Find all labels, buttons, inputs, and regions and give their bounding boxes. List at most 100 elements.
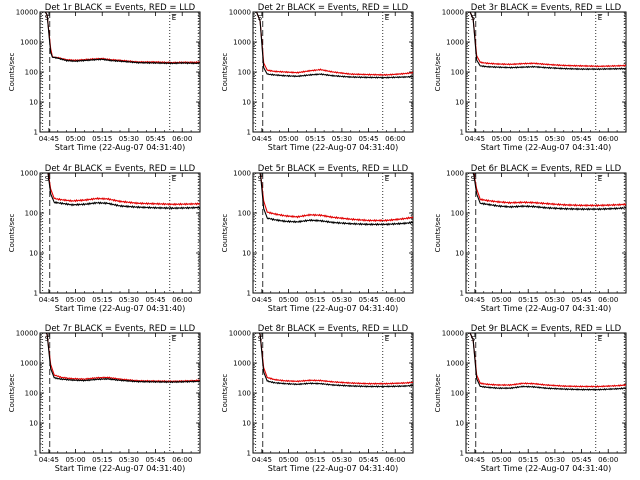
y-tick-label: 1000 [233,170,251,178]
x-tick-label: 06:00 [598,456,618,464]
start-label: S [45,175,50,183]
events-series-line [253,12,413,79]
events-series-line [40,333,200,384]
y-tick-label: 10000 [16,330,38,338]
x-tick-label: 06:00 [598,296,618,304]
panel-title: Det 8r BLACK = Events, RED = LLD [258,324,409,334]
x-tick-label: 04:45 [252,296,272,304]
start-label: S [471,175,476,183]
x-axis-label: Start Time (22-Aug-07 04:31:40) [268,143,399,152]
end-label: E [385,175,389,183]
x-tick-label: 05:30 [119,135,139,143]
x-tick-label: 05:00 [278,135,298,143]
y-tick-label: 10 [242,250,251,258]
x-tick-label: 05:00 [65,456,85,464]
y-tick-label: 10 [242,99,251,107]
y-tick-label: 10 [455,420,464,428]
lld-series-line [40,12,200,64]
y-tick-label: 1 [460,129,464,137]
y-tick-label: 1 [247,290,251,298]
x-tick-label: 05:45 [358,296,378,304]
y-tick-label: 10000 [229,330,251,338]
y-tick-label: 1 [247,450,251,458]
panel-title: Det 3r BLACK = Events, RED = LLD [471,3,622,13]
y-tick-label: 10 [242,420,251,428]
y-tick-label: 1 [34,290,38,298]
x-tick-label: 05:45 [358,456,378,464]
x-axis-label: Start Time (22-Aug-07 04:31:40) [268,304,399,313]
x-tick-label: 05:30 [545,456,565,464]
x-tick-label: 05:15 [305,296,325,304]
panel-det-8: Det 8r BLACK = Events, RED = LLD 1 10 100 10… [221,324,414,473]
events-series-line [253,173,413,227]
panel-title: Det 7r BLACK = Events, RED = LLD [45,324,196,334]
panel-title: Det 5r BLACK = Events, RED = LLD [258,164,409,174]
plot-frame [465,11,627,133]
x-tick-label: 06:00 [385,135,405,143]
lld-series-line [253,333,413,385]
plot-frame [252,172,414,294]
y-tick-label: 10 [29,250,38,258]
y-axis-label: Counts/sec [221,374,229,413]
panel-det-6: Det 6r BLACK = Events, RED = LLD 1 10 100 10… [434,164,627,313]
x-tick-label: 05:30 [119,456,139,464]
y-tick-label: 1000 [446,170,464,178]
lld-series-line [40,333,200,383]
y-tick-label: 100 [238,390,251,398]
plot-frame [465,332,627,454]
x-tick-label: 04:45 [252,456,272,464]
plot-frame [39,172,201,294]
panel-title: Det 2r BLACK = Events, RED = LLD [258,3,409,13]
x-tick-label: 05:15 [92,456,112,464]
y-axis-label: Counts/sec [221,53,229,92]
x-tick-label: 04:45 [252,135,272,143]
x-tick-label: 04:45 [465,456,485,464]
x-tick-label: 04:45 [465,135,485,143]
x-tick-label: 05:45 [145,135,165,143]
y-tick-label: 10 [455,99,464,107]
x-tick-label: 05:45 [358,135,378,143]
x-axis-label: Start Time (22-Aug-07 04:31:40) [55,304,186,313]
x-tick-label: 05:00 [491,456,511,464]
x-tick-label: 06:00 [385,456,405,464]
x-axis-label: Start Time (22-Aug-07 04:31:40) [268,464,399,473]
panel-det-4: Det 4r BLACK = Events, RED = LLD 1 10 100 10… [8,164,201,313]
panel-title: Det 1r BLACK = Events, RED = LLD [45,3,196,13]
end-label: E [172,175,176,183]
y-axis-label: Counts/sec [8,53,16,92]
x-tick-label: 05:45 [571,135,591,143]
y-tick-label: 100 [25,69,38,77]
events-series-line [466,12,626,71]
y-tick-label: 100 [238,69,251,77]
x-tick-label: 05:30 [545,296,565,304]
events-series-line [40,173,200,210]
end-label: E [385,335,389,343]
x-axis-label: Start Time (22-Aug-07 04:31:40) [481,464,612,473]
y-tick-label: 10 [29,420,38,428]
panel-title: Det 6r BLACK = Events, RED = LLD [471,164,622,174]
x-tick-label: 05:00 [65,135,85,143]
x-tick-label: 06:00 [172,456,192,464]
y-tick-label: 1 [247,129,251,137]
y-axis-label: Counts/sec [434,214,442,253]
x-tick-label: 04:45 [39,135,59,143]
plot-frame [465,172,627,294]
end-label: E [598,14,602,22]
x-axis-label: Start Time (22-Aug-07 04:31:40) [481,304,612,313]
x-tick-label: 05:30 [119,296,139,304]
panel-det-7: Det 7r BLACK = Events, RED = LLD 1 10 100 10… [8,324,201,473]
y-tick-label: 10 [29,99,38,107]
y-axis-label: Counts/sec [8,374,16,413]
y-tick-label: 1000 [233,360,251,368]
x-tick-label: 04:45 [39,456,59,464]
panel-det-3: Det 3r BLACK = Events, RED = LLD 1 10 100 10… [434,3,627,152]
y-tick-label: 1000 [233,39,251,47]
x-tick-label: 05:45 [571,296,591,304]
x-tick-label: 05:45 [145,456,165,464]
panel-det-9: Det 9r BLACK = Events, RED = LLD 1 10 100 10… [434,324,627,473]
plot-frame [252,332,414,454]
end-label: E [172,14,176,22]
lld-series-line [466,333,626,388]
x-tick-label: 06:00 [172,296,192,304]
x-tick-label: 05:30 [332,135,352,143]
